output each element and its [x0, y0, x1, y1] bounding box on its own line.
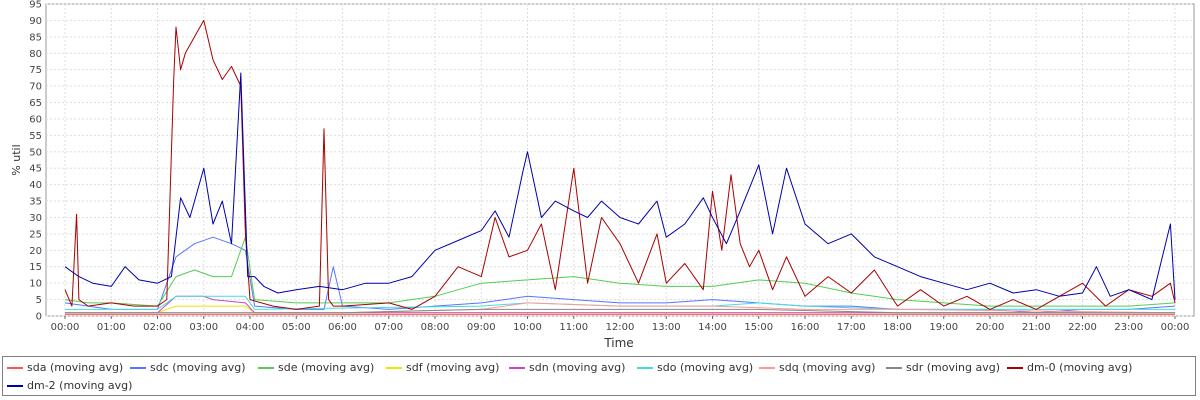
x-tick-label: 21:00	[1022, 322, 1051, 333]
y-tick-label: 60	[29, 114, 42, 125]
x-tick-label: 04:00	[236, 322, 265, 333]
y-tick-label: 80	[29, 49, 42, 60]
y-tick-label: 15	[29, 262, 42, 273]
legend-item: sde (moving avg)	[258, 361, 374, 374]
legend-label: sde (moving avg)	[278, 361, 375, 374]
x-tick-label: 03:00	[189, 322, 218, 333]
series-line-sdn	[65, 295, 1175, 314]
x-tick-label: 05:00	[282, 322, 311, 333]
line-chart: 0 5 10 15 20 25 30 35 40 45 50 55 60 65 70 75 80 85 90 95 0…	[10, 0, 1195, 350]
legend-swatch	[509, 366, 525, 369]
legend-label: sdc (moving avg)	[150, 361, 246, 374]
x-tick-label: 00:00	[51, 322, 80, 333]
x-tick-label: 14:00	[698, 322, 727, 333]
legend-swatch	[258, 366, 274, 369]
y-tick-label: 35	[29, 197, 42, 208]
series-line-sdr	[65, 308, 1175, 314]
x-tick-label: 08:00	[421, 322, 450, 333]
legend-swatch	[7, 366, 23, 369]
legend-item: sdo (moving avg)	[637, 361, 753, 374]
legend-swatch	[637, 366, 653, 369]
y-tick-label: 85	[29, 32, 42, 43]
x-tick-label: 06:00	[328, 322, 357, 333]
legend: sda (moving avg) sdc (moving avg) sde (mov…	[2, 356, 1196, 396]
x-tick-label: 19:00	[929, 322, 958, 333]
x-tick-label: 16:00	[791, 322, 820, 333]
x-axis-ticks: 00:00 01:00 02:00 03:00 04:00 05:00 06:00 07:00…	[51, 316, 1190, 333]
y-tick-label: 20	[29, 246, 42, 257]
legend-swatch	[759, 366, 775, 369]
x-tick-label: 07:00	[374, 322, 403, 333]
legend-swatch	[1007, 366, 1023, 369]
x-tick-label: 10:00	[513, 322, 542, 333]
y-tick-label: 45	[29, 164, 42, 175]
legend-item: dm-2 (moving avg)	[7, 379, 132, 392]
series-line-dm-2	[64, 72, 1176, 301]
y-tick-label: 50	[29, 147, 42, 158]
x-tick-label: 02:00	[143, 322, 172, 333]
legend-swatch	[7, 384, 23, 387]
legend-label: sdo (moving avg)	[657, 361, 754, 374]
x-tick-label: 12:00	[606, 322, 635, 333]
legend-label: dm-2 (moving avg)	[27, 379, 133, 392]
series-line-dm-0	[64, 19, 1176, 310]
x-tick-label: 15:00	[744, 322, 773, 333]
x-tick-label: 09:00	[467, 322, 496, 333]
x-tick-label: 00:00	[1161, 322, 1190, 333]
y-tick-label: 65	[29, 98, 42, 109]
y-tick-label: 25	[29, 229, 42, 240]
legend-label: sdr (moving avg)	[906, 361, 1001, 374]
y-axis-label: % util	[10, 144, 23, 175]
x-tick-label: 13:00	[652, 322, 681, 333]
y-axis-ticks: 0 5 10 15 20 25 30 35 40 45 50 55 60 65 70 75 80 85 90 95	[29, 0, 42, 323]
y-tick-label: 55	[29, 131, 42, 142]
y-tick-label: 70	[29, 82, 42, 93]
series-lines	[64, 19, 1176, 315]
x-tick-label: 17:00	[837, 322, 866, 333]
legend-swatch	[130, 366, 146, 369]
y-tick-label: 30	[29, 213, 42, 224]
y-tick-label: 95	[29, 0, 42, 11]
legend-swatch	[386, 366, 402, 369]
legend-label: sda (moving avg)	[27, 361, 124, 374]
x-axis-label: Time	[603, 336, 633, 350]
x-tick-label: 22:00	[1068, 322, 1097, 333]
legend-item: sdn (moving avg)	[509, 361, 625, 374]
y-tick-label: 40	[29, 180, 42, 191]
y-tick-label: 90	[29, 16, 42, 27]
y-tick-label: 75	[29, 65, 42, 76]
x-tick-label: 23:00	[1114, 322, 1143, 333]
grid-lines	[46, 3, 1194, 317]
legend-item: sdq (moving avg)	[759, 361, 875, 374]
legend-label: dm-0 (moving avg)	[1027, 361, 1133, 374]
legend-item: sda (moving avg)	[7, 361, 123, 374]
legend-label: sdf (moving avg)	[406, 361, 500, 374]
x-tick-label: 01:00	[97, 322, 126, 333]
series-line-sde	[64, 236, 1176, 307]
legend-item: dm-0 (moving avg)	[1007, 361, 1132, 374]
x-tick-label: 20:00	[976, 322, 1005, 333]
y-tick-label: 5	[36, 295, 42, 306]
x-tick-label: 18:00	[883, 322, 912, 333]
legend-item: sdc (moving avg)	[130, 361, 246, 374]
y-tick-label: 10	[29, 279, 42, 290]
legend-item: sdf (moving avg)	[386, 361, 499, 374]
legend-label: sdn (moving avg)	[529, 361, 626, 374]
x-tick-label: 11:00	[559, 322, 588, 333]
legend-item: sdr (moving avg)	[886, 361, 1000, 374]
y-tick-label: 0	[36, 312, 42, 323]
legend-label: sdq (moving avg)	[779, 361, 876, 374]
legend-swatch	[886, 366, 902, 369]
